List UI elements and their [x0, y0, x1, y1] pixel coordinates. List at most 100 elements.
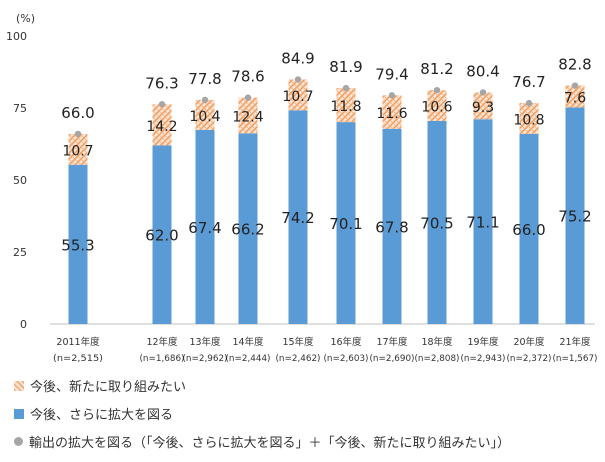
total-marker-dot: [294, 76, 302, 83]
y-axis-unit: (%): [16, 12, 35, 25]
data-label-total: 76.3: [145, 74, 178, 92]
total-marker-dot: [479, 89, 487, 96]
bar-segment-expand: [427, 120, 447, 325]
legend-item-total: 輸出の拡大を図る（「今後、さらに拡大を図る」＋「今後、新たに取り組みたい」）: [14, 432, 604, 451]
bar-segment-expand: [519, 133, 539, 324]
total-marker-dot: [571, 82, 579, 89]
bar-segment-new: [382, 95, 402, 129]
data-label-total: 77.8: [188, 70, 221, 88]
y-tick-label: 25: [13, 246, 27, 259]
data-label-total: 78.6: [231, 68, 264, 86]
x-tick-label: 20年度: [513, 336, 545, 348]
data-label-new: 10.8: [513, 112, 544, 128]
x-tick-label: 19年度: [467, 336, 499, 348]
x-sample-size-label: (n=2,372): [507, 354, 552, 364]
bar-segment-new: [519, 103, 539, 134]
legend-label-total: 輸出の拡大を図る（「今後、さらに拡大を図る」＋「今後、新たに取り組みたい」）: [29, 436, 511, 451]
x-sample-size-label: (n=2,462): [276, 354, 321, 364]
data-label-expand: 67.4: [188, 219, 221, 237]
total-marker-dot: [74, 130, 82, 138]
data-label-new: 10.6: [421, 100, 452, 116]
data-label-new: 12.4: [232, 109, 263, 125]
legend-swatch-new: [14, 380, 24, 391]
data-label-new: 10.4: [189, 109, 220, 125]
x-tick-label: 16年度: [330, 336, 362, 348]
data-label-total: 66.0: [61, 104, 94, 122]
x-sample-size-label: (n=2,808): [415, 354, 460, 364]
data-label-new: 9.3: [472, 100, 494, 116]
data-label-expand: 75.2: [558, 208, 591, 226]
data-label-expand: 70.1: [329, 215, 362, 233]
y-tick-label: 50: [13, 174, 27, 187]
x-tick-label: 13年度: [189, 336, 221, 348]
data-label-total: 76.7: [512, 73, 545, 91]
bar-segment-expand: [565, 107, 585, 324]
bar-segment-expand: [238, 133, 258, 324]
x-tick-label: 14年度: [232, 336, 264, 348]
bar-segment-new: [195, 99, 215, 130]
total-marker-dot: [158, 101, 166, 108]
legend-item-new: 今後、新たに取り組みたい: [14, 376, 604, 395]
total-marker-dot: [525, 99, 533, 107]
x-sample-size-label: (n=2,962): [183, 354, 228, 364]
data-label-total: 79.4: [375, 65, 408, 83]
data-label-expand: 67.8: [375, 218, 408, 236]
bar-segment-new: [427, 90, 447, 121]
total-marker-dot: [388, 92, 396, 99]
x-tick-label: 12年度: [146, 336, 178, 348]
bar-segment-new: [288, 79, 308, 111]
bar-segment-new: [68, 133, 88, 165]
data-label-expand: 71.1: [466, 214, 499, 232]
data-label-expand: 66.2: [231, 221, 264, 239]
total-marker-dot: [342, 84, 350, 92]
x-tick-label: 17年度: [376, 336, 408, 348]
legend-label-expand: 今後、さらに拡大を図る: [30, 408, 174, 423]
bar-segment-new: [473, 92, 493, 120]
data-label-expand: 62.0: [145, 227, 178, 245]
data-label-new: 11.8: [330, 99, 361, 115]
bar-segment-expand: [288, 110, 308, 324]
data-label-total: 80.4: [466, 62, 499, 80]
data-label-new: 14.2: [146, 119, 177, 135]
stacked-bar-chart: (%) 0 25 50 75 100 55.3 10.7 66.0 2011年度 (n=2,51…: [6, 12, 598, 364]
bar-segment-new: [336, 88, 356, 123]
legend-item-expand: 今後、さらに拡大を図る: [14, 404, 604, 423]
legend-swatch-expand: [14, 408, 24, 419]
total-marker-dot: [244, 94, 252, 101]
bar-segment-expand: [382, 128, 402, 324]
data-label-expand: 55.3: [61, 236, 94, 254]
x-sample-size-label: (n=2,943): [461, 354, 506, 364]
data-label-new: 10.7: [282, 89, 313, 105]
data-label-new: 10.7: [62, 143, 93, 159]
y-tick-label: 0: [20, 318, 27, 331]
data-label-expand: 70.5: [420, 214, 453, 232]
y-tick-label: 75: [13, 102, 27, 115]
bar-segment-new: [238, 97, 258, 134]
x-tick-label: 15年度: [282, 336, 314, 348]
total-marker-dot: [433, 86, 441, 94]
y-tick-label: 100: [6, 30, 27, 43]
data-label-expand: 66.0: [512, 221, 545, 239]
data-label-new: 11.6: [376, 106, 407, 122]
x-tick-label: 2011年度: [56, 336, 100, 348]
data-label-expand: 74.2: [281, 209, 314, 227]
bar-segment-expand: [68, 164, 88, 324]
bar-segment-expand: [152, 145, 172, 324]
bar-segment-new: [152, 104, 172, 146]
data-label-total: 81.9: [329, 58, 362, 76]
x-sample-size-label: (n=1,567): [553, 354, 598, 364]
bar-segment-expand: [336, 122, 356, 324]
x-sample-size-label: (n=2,603): [324, 354, 369, 364]
bar-segment-expand: [195, 129, 215, 324]
data-label-total: 82.8: [558, 56, 591, 74]
x-tick-label: 18年度: [421, 336, 453, 348]
x-sample-size-label: (n=2,690): [370, 354, 415, 364]
total-marker-dot: [201, 96, 209, 104]
x-tick-label: 21年度: [559, 336, 591, 348]
data-label-new: 7.6: [564, 90, 586, 106]
bar-segment-new: [565, 85, 585, 108]
x-sample-size-label: (n=2,515): [53, 354, 103, 364]
legend-marker-total: [14, 437, 23, 446]
data-label-total: 81.2: [420, 60, 453, 78]
legend-label-new: 今後、新たに取り組みたい: [30, 380, 187, 395]
